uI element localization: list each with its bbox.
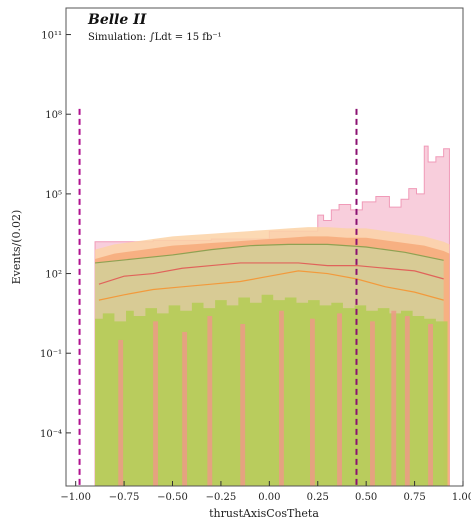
y-tick-label: 10⁻¹	[40, 349, 62, 360]
x-axis-label: thrustAxisCosTheta	[209, 507, 319, 520]
salmon-stripe	[428, 324, 433, 486]
simulation-label: Simulation: ∫Ldt = 15 fb⁻¹	[88, 32, 222, 43]
y-tick-label: 10¹¹	[41, 31, 62, 42]
plot-frame	[65, 7, 464, 487]
salmon-stripe	[370, 321, 375, 486]
y-tick-label: 10⁻⁴	[40, 429, 62, 440]
series-layer	[94, 145, 450, 486]
salmon-stripe	[310, 318, 315, 486]
orange-line	[98, 270, 444, 301]
experiment-label: Belle II	[87, 12, 147, 28]
x-tick-label: 1.00	[452, 492, 471, 503]
red-line	[98, 262, 444, 285]
y-axis-label: Events/(0.02)	[10, 210, 23, 285]
x-tick-label: −0.25	[206, 492, 237, 503]
y-tick-label: 10⁵	[45, 190, 62, 201]
x-tick-label: −0.75	[109, 492, 140, 503]
x-tick-label: 0.75	[403, 492, 425, 503]
salmon-stripe	[404, 316, 410, 486]
y-tick-label: 10²	[45, 270, 62, 281]
salmon-stripe	[182, 331, 188, 486]
x-tick-label: 0.00	[258, 492, 280, 503]
x-tick-label: 0.25	[307, 492, 329, 503]
x-tick-label: −1.00	[60, 492, 91, 503]
cut-lines	[78, 108, 358, 486]
x-tick-label: 0.50	[355, 492, 377, 503]
salmon-stripe	[118, 339, 124, 486]
y-tick-label: 10⁸	[45, 110, 62, 121]
salmon-stripe	[279, 310, 284, 486]
x-tick-label: −0.50	[157, 492, 188, 503]
y-axis: 10¹¹ 10⁸ 10⁵ 10² 10⁻¹ 10⁻⁴	[40, 31, 71, 440]
salmon-stripe	[153, 321, 158, 486]
x-axis: −1.00 −0.75 −0.50 −0.25 0.00 0.25 0.50 0.75 1.00	[60, 481, 471, 503]
salmon-stripe	[391, 310, 397, 486]
salmon-stripe	[337, 313, 342, 486]
salmon-stripe	[240, 324, 246, 486]
salmon-stripe	[207, 316, 213, 486]
olive-line	[94, 243, 444, 264]
